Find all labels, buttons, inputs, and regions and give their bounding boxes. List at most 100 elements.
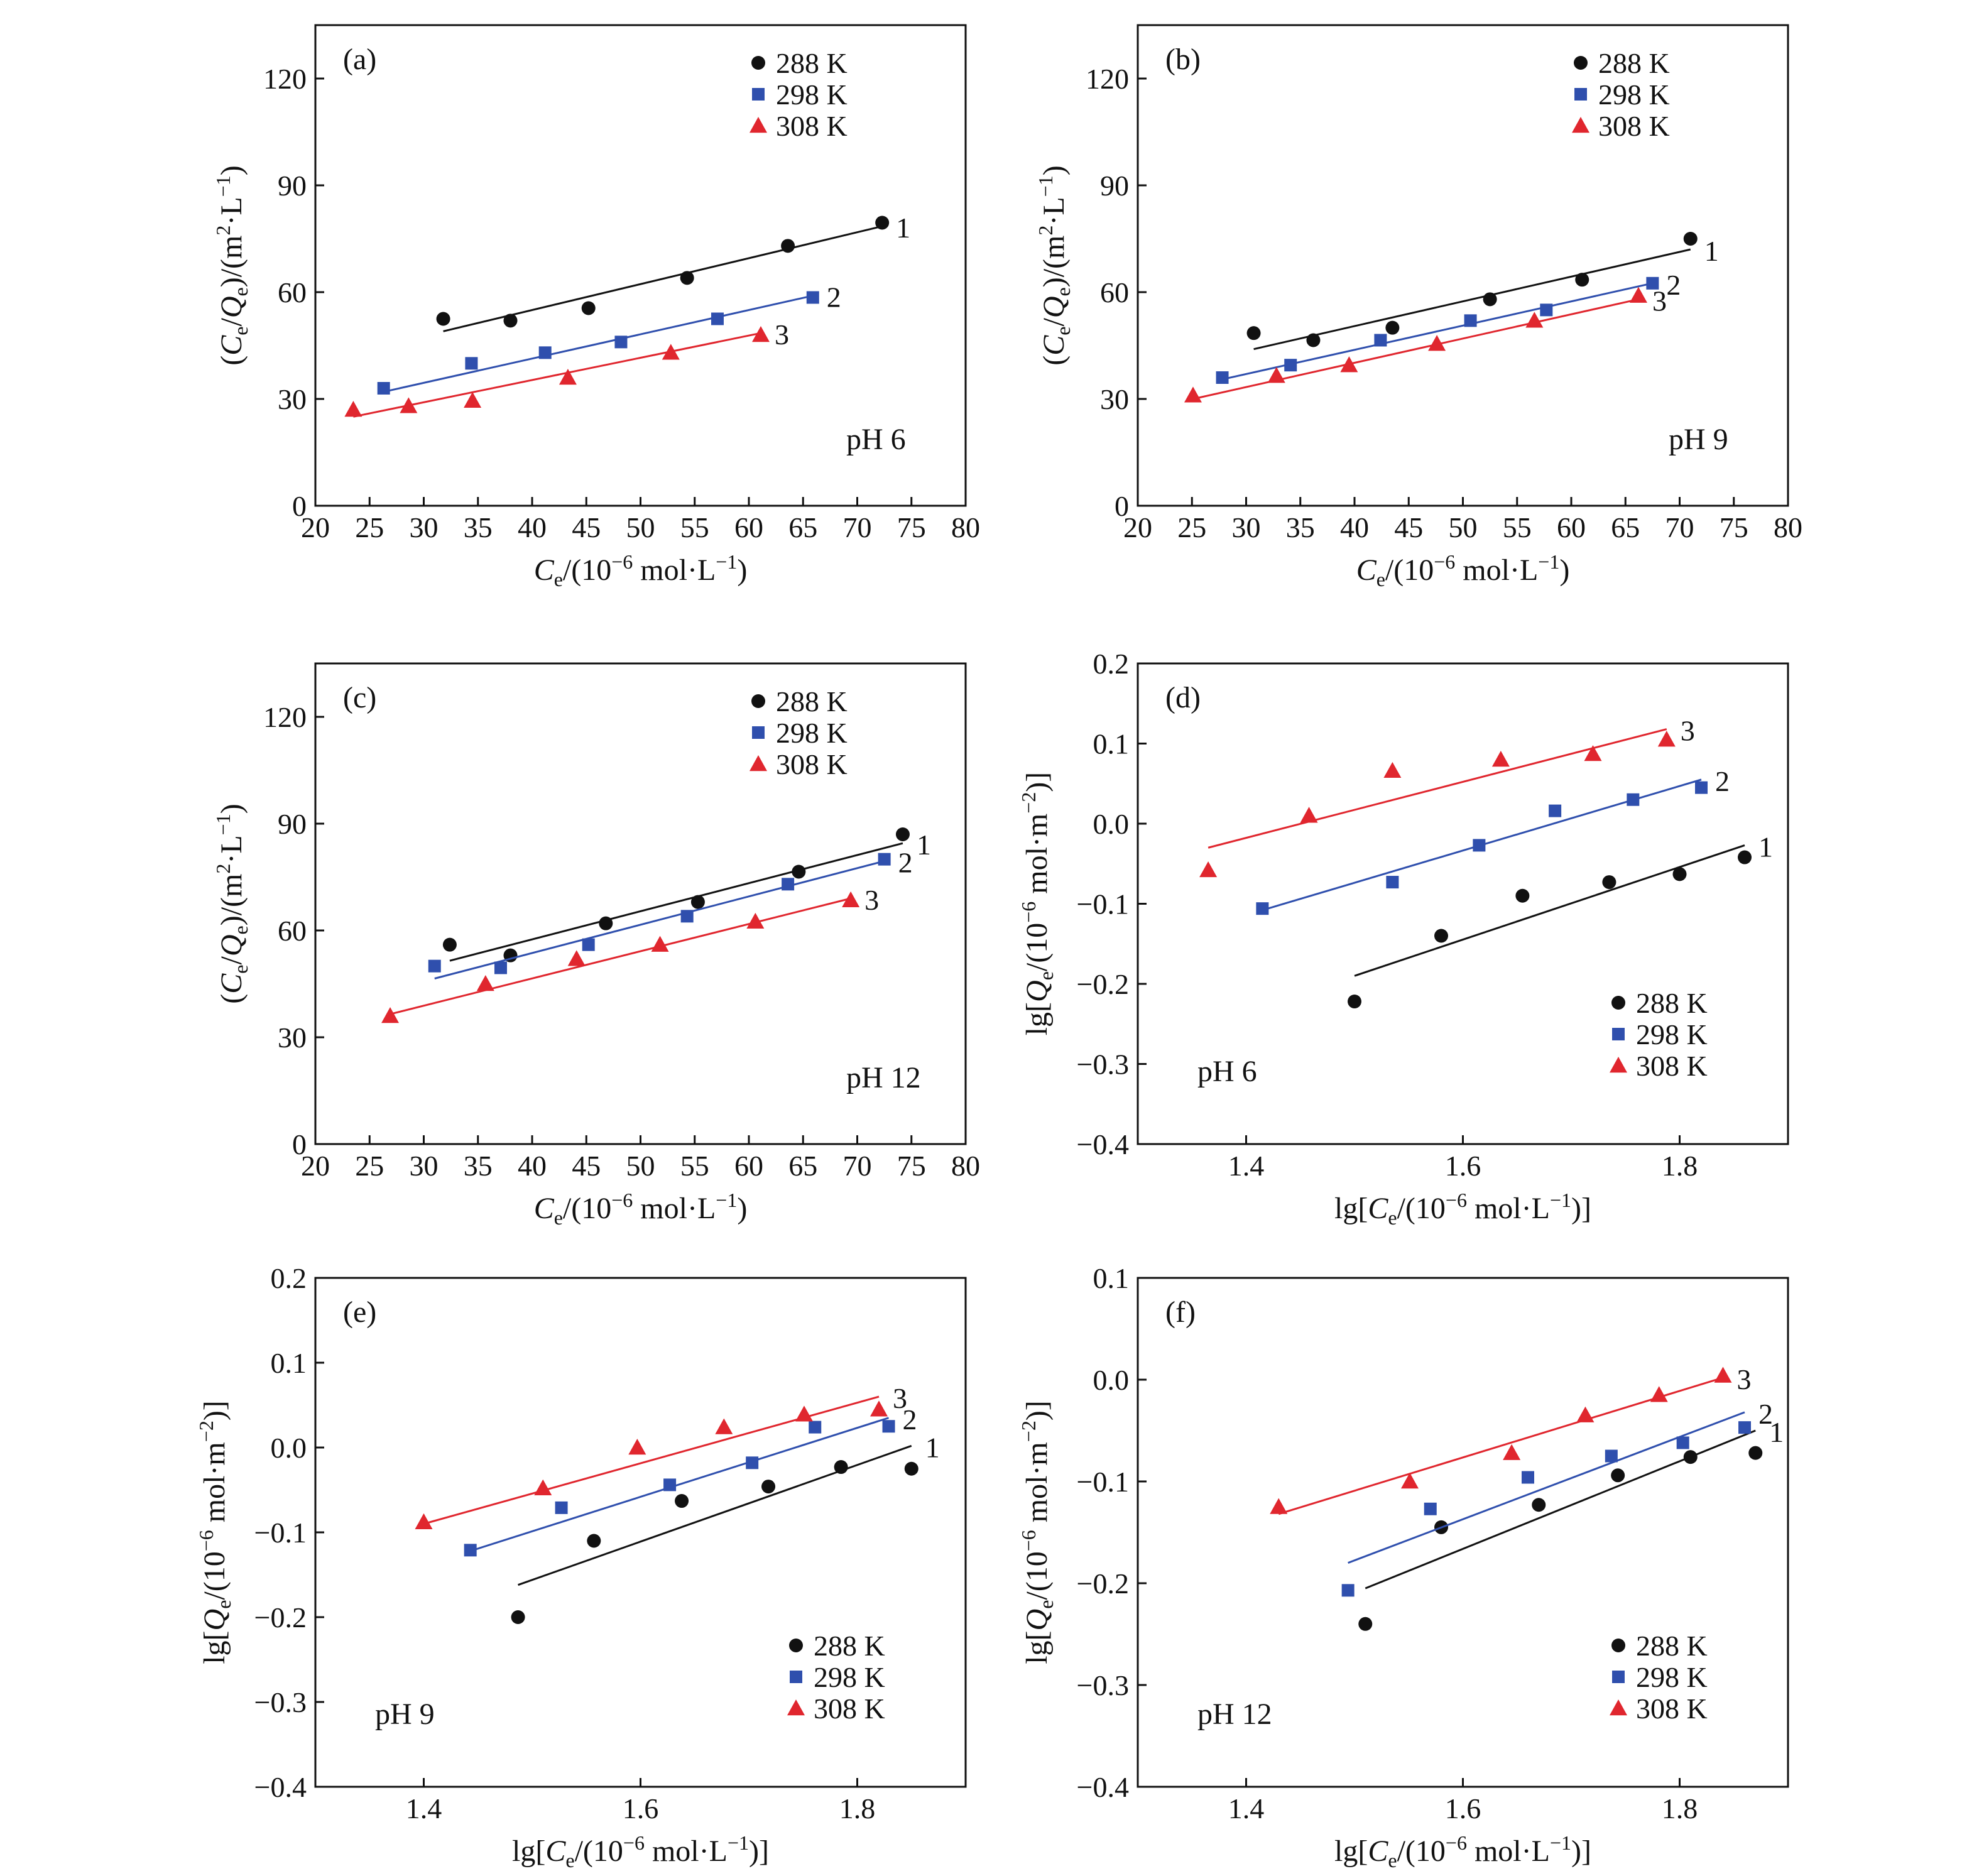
legend-label: 288 K (1636, 987, 1708, 1019)
y-tick-label: −0.1 (1077, 1466, 1129, 1498)
data-point (1385, 320, 1400, 335)
y-tick-label: 60 (278, 915, 307, 947)
data-point (1246, 326, 1261, 341)
data-point (904, 1461, 919, 1476)
data-point (651, 935, 669, 952)
x-tick-label: 40 (518, 1150, 547, 1182)
data-point (415, 1513, 433, 1529)
legend-label: 298 K (1598, 79, 1670, 111)
x-tick-label: 1.4 (1228, 1150, 1265, 1182)
x-axis-label: Ce/(10−6 mol·L−1) (534, 550, 748, 591)
data-point (1348, 995, 1361, 1009)
data-point (1576, 1406, 1595, 1422)
y-axis-label: lg[Qe/(10−6 mol·m−2)] (195, 1400, 235, 1664)
chart-panel-1: 20 25 30 35 40 45 50 55 60 65 70 75 80 0 30 60 90 120 Ce/(… (212, 24, 980, 591)
data-point (494, 961, 507, 974)
fit-line (1253, 248, 1691, 351)
series-298k: 2 (1216, 269, 1681, 384)
data-point (1525, 312, 1544, 328)
data-point (534, 1479, 552, 1495)
y-axis-label: (Ce/Qe)/(m2·L−1) (212, 804, 252, 1003)
data-point (870, 1400, 888, 1417)
fit-line-label: 1 (925, 1431, 940, 1463)
y-tick-label: −0.2 (1077, 1568, 1129, 1600)
data-point (1695, 781, 1708, 794)
data-point (1605, 1449, 1618, 1463)
data-point (1738, 850, 1752, 864)
data-point (895, 827, 910, 841)
y-tick-label: −0.3 (254, 1686, 307, 1718)
legend-label: 288 K (814, 1630, 885, 1662)
y-tick-label: 90 (1100, 170, 1129, 202)
data-point (1584, 745, 1602, 761)
x-tick-label: 70 (1666, 511, 1694, 543)
fit-line (1354, 844, 1745, 977)
data-point (1532, 1498, 1546, 1512)
data-point (663, 1478, 677, 1492)
y-tick-label: 120 (1086, 63, 1129, 95)
data-point (1341, 1584, 1355, 1597)
data-point (1629, 286, 1647, 303)
data-point (614, 335, 628, 349)
legend-label: 288 K (776, 47, 848, 79)
x-tick-label: 20 (301, 511, 330, 543)
data-point (511, 1610, 525, 1624)
y-tick-label: 0.1 (1093, 728, 1130, 760)
data-point (1424, 1502, 1437, 1515)
data-point (628, 1439, 646, 1455)
data-point (559, 369, 577, 385)
x-tick-label: 40 (1340, 511, 1369, 543)
panel-label: (a) (343, 43, 376, 76)
legend-marker (751, 56, 765, 70)
chart-panel-3: 20 25 30 35 40 45 50 55 60 65 70 75 80 0 30 60 90 120 Ce/(… (212, 662, 980, 1229)
x-axis-label: Ce/(10−6 mol·L−1) (1356, 550, 1570, 591)
x-tick-label: 45 (572, 511, 601, 543)
x-tick-label: 1.4 (1228, 1792, 1265, 1824)
fit-line (434, 860, 885, 979)
data-point (1540, 303, 1553, 317)
legend-marker (1574, 88, 1587, 101)
data-point (1464, 314, 1477, 327)
fit-line-label: 3 (1681, 715, 1695, 747)
series-298k: 2 (428, 847, 913, 979)
x-tick-label: 30 (410, 1150, 439, 1182)
fit-line (443, 225, 883, 332)
x-tick-label: 20 (1123, 511, 1152, 543)
y-axis-label: (Ce/Qe)/(m2·L−1) (212, 165, 252, 365)
data-point (806, 291, 819, 304)
data-point (538, 346, 552, 359)
data-point (1657, 731, 1676, 747)
data-point (1522, 1471, 1534, 1484)
data-point (464, 391, 482, 408)
data-point (567, 950, 586, 966)
legend-label: 288 K (1598, 47, 1670, 79)
fit-line-label: 3 (893, 1382, 907, 1414)
x-tick-label: 55 (1503, 511, 1532, 543)
data-point (1434, 929, 1448, 943)
data-point (1748, 1446, 1763, 1460)
fit-line-label: 1 (1769, 1416, 1784, 1448)
data-point (680, 910, 694, 923)
data-point (746, 1456, 759, 1470)
data-point (792, 864, 806, 879)
data-point (582, 938, 595, 951)
x-tick-label: 30 (410, 511, 439, 543)
series-308k: 3 (1270, 1363, 1752, 1515)
y-tick-label: −0.2 (1077, 968, 1129, 1000)
y-axis-label: lg[Qe/(10−6 mol·m−2)] (1017, 1400, 1057, 1664)
x-tick-label: 20 (301, 1150, 330, 1182)
data-point (1611, 1468, 1625, 1483)
data-point (1184, 386, 1202, 403)
legend-label: 298 K (1636, 1018, 1708, 1050)
y-tick-label: 0.1 (271, 1347, 307, 1379)
series-298k: 2 (1341, 1398, 1773, 1597)
data-point (711, 312, 724, 325)
series-288k: 1 (436, 212, 910, 332)
data-point (882, 1420, 895, 1433)
y-tick-label: 30 (1100, 383, 1129, 415)
